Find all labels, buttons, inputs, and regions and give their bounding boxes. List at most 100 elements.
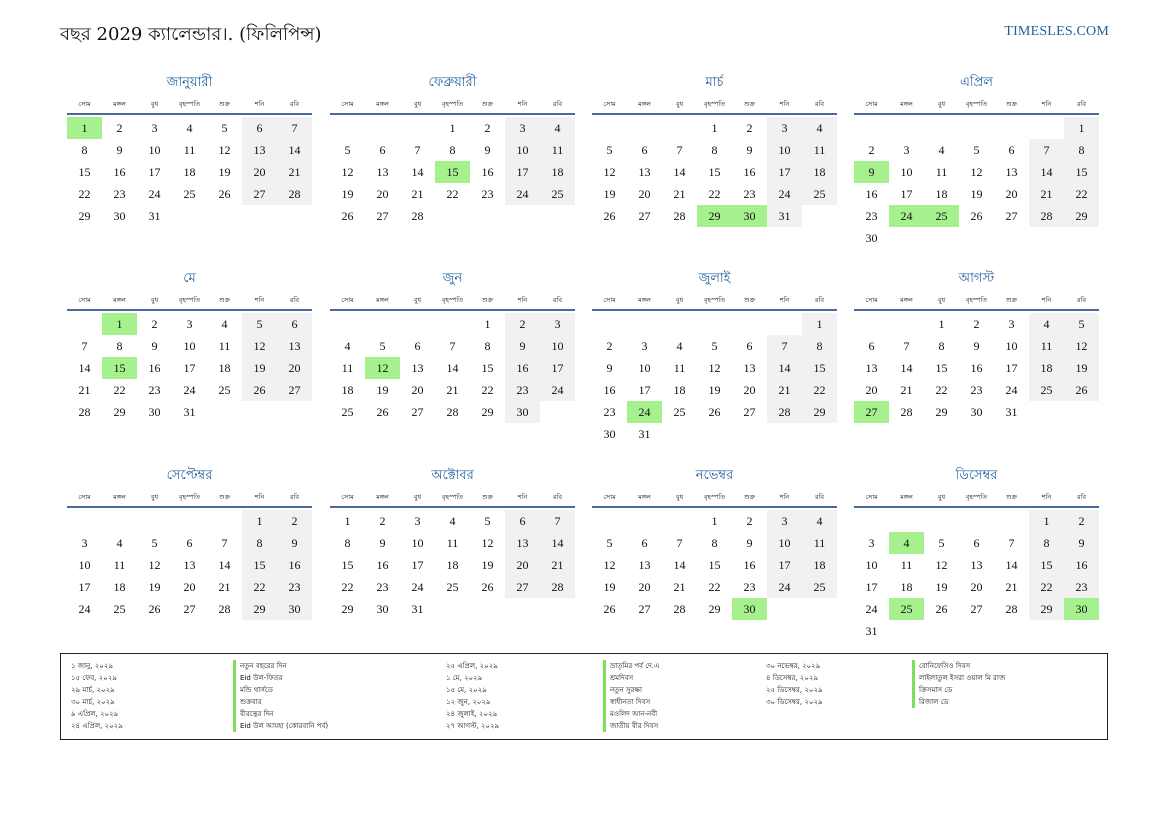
day-cell[interactable]: 30 xyxy=(505,401,540,423)
day-cell[interactable]: 26 xyxy=(341,209,354,223)
day-cell[interactable]: 23 xyxy=(376,580,389,594)
day-cell[interactable]: 16 xyxy=(113,165,126,179)
day-cell[interactable]: 27 xyxy=(638,602,651,616)
day-cell[interactable]: 10 xyxy=(767,139,802,161)
day-cell[interactable]: 22 xyxy=(242,576,277,598)
day-cell[interactable]: 12 xyxy=(481,536,494,550)
day-cell[interactable]: 31 xyxy=(865,624,878,638)
day-cell[interactable]: 7 xyxy=(449,339,456,353)
day-cell[interactable]: 18 xyxy=(446,558,459,572)
day-cell[interactable]: 7 xyxy=(903,339,910,353)
day-cell[interactable]: 12 xyxy=(1064,335,1099,357)
holiday-day-cell[interactable]: 12 xyxy=(365,357,400,379)
day-cell[interactable]: 22 xyxy=(446,187,459,201)
day-cell[interactable]: 22 xyxy=(481,383,494,397)
day-cell[interactable]: 5 xyxy=(344,143,351,157)
day-cell[interactable]: 15 xyxy=(242,554,277,576)
day-cell[interactable]: 19 xyxy=(970,187,983,201)
day-cell[interactable]: 29 xyxy=(935,405,948,419)
day-cell[interactable]: 12 xyxy=(935,558,948,572)
day-cell[interactable]: 5 xyxy=(221,121,228,135)
day-cell[interactable]: 5 xyxy=(1064,313,1099,335)
day-cell[interactable]: 20 xyxy=(376,187,389,201)
day-cell[interactable]: 17 xyxy=(767,554,802,576)
day-cell[interactable]: 8 xyxy=(242,532,277,554)
day-cell[interactable]: 16 xyxy=(376,558,389,572)
day-cell[interactable]: 14 xyxy=(78,361,91,375)
day-cell[interactable]: 2 xyxy=(151,317,158,331)
day-cell[interactable]: 2 xyxy=(746,514,753,528)
day-cell[interactable]: 13 xyxy=(1005,165,1018,179)
day-cell[interactable]: 20 xyxy=(865,383,878,397)
day-cell[interactable]: 14 xyxy=(767,357,802,379)
holiday-day-cell[interactable]: 30 xyxy=(732,205,767,227)
day-cell[interactable]: 4 xyxy=(676,339,683,353)
day-cell[interactable]: 15 xyxy=(802,357,837,379)
day-cell[interactable]: 31 xyxy=(638,427,651,441)
day-cell[interactable]: 12 xyxy=(148,558,161,572)
day-cell[interactable]: 18 xyxy=(673,383,686,397)
day-cell[interactable]: 24 xyxy=(78,602,91,616)
day-cell[interactable]: 8 xyxy=(449,143,456,157)
day-cell[interactable]: 18 xyxy=(802,161,837,183)
day-cell[interactable]: 13 xyxy=(505,532,540,554)
day-cell[interactable]: 25 xyxy=(183,187,196,201)
day-cell[interactable]: 21 xyxy=(540,554,575,576)
day-cell[interactable]: 28 xyxy=(446,405,459,419)
day-cell[interactable]: 10 xyxy=(411,536,424,550)
day-cell[interactable]: 20 xyxy=(970,580,983,594)
day-cell[interactable]: 1 xyxy=(711,121,718,135)
day-cell[interactable]: 20 xyxy=(242,161,277,183)
day-cell[interactable]: 13 xyxy=(865,361,878,375)
day-cell[interactable]: 10 xyxy=(183,339,196,353)
day-cell[interactable]: 23 xyxy=(743,580,756,594)
day-cell[interactable]: 17 xyxy=(865,580,878,594)
day-cell[interactable]: 3 xyxy=(767,117,802,139)
day-cell[interactable]: 10 xyxy=(638,361,651,375)
day-cell[interactable]: 17 xyxy=(148,165,161,179)
day-cell[interactable]: 9 xyxy=(746,536,753,550)
day-cell[interactable]: 24 xyxy=(411,580,424,594)
day-cell[interactable]: 5 xyxy=(606,536,613,550)
day-cell[interactable]: 15 xyxy=(341,558,354,572)
day-cell[interactable]: 13 xyxy=(411,361,424,375)
day-cell[interactable]: 4 xyxy=(116,536,123,550)
day-cell[interactable]: 3 xyxy=(540,313,575,335)
day-cell[interactable]: 3 xyxy=(868,536,875,550)
day-cell[interactable]: 14 xyxy=(1005,558,1018,572)
day-cell[interactable]: 22 xyxy=(78,187,91,201)
day-cell[interactable]: 26 xyxy=(218,187,231,201)
day-cell[interactable]: 7 xyxy=(221,536,228,550)
day-cell[interactable]: 28 xyxy=(673,209,686,223)
day-cell[interactable]: 11 xyxy=(446,536,459,550)
day-cell[interactable]: 1 xyxy=(1029,510,1064,532)
holiday-day-cell[interactable]: 9 xyxy=(854,161,889,183)
day-cell[interactable]: 31 xyxy=(183,405,196,419)
day-cell[interactable]: 14 xyxy=(277,139,312,161)
day-cell[interactable]: 5 xyxy=(484,514,491,528)
day-cell[interactable]: 8 xyxy=(1064,139,1099,161)
day-cell[interactable]: 19 xyxy=(481,558,494,572)
day-cell[interactable]: 23 xyxy=(1064,576,1099,598)
day-cell[interactable]: 8 xyxy=(1029,532,1064,554)
day-cell[interactable]: 14 xyxy=(218,558,231,572)
day-cell[interactable]: 29 xyxy=(1029,598,1064,620)
day-cell[interactable]: 16 xyxy=(603,383,616,397)
day-cell[interactable]: 27 xyxy=(242,183,277,205)
day-cell[interactable]: 21 xyxy=(446,383,459,397)
day-cell[interactable]: 27 xyxy=(183,602,196,616)
day-cell[interactable]: 7 xyxy=(277,117,312,139)
day-cell[interactable]: 8 xyxy=(711,143,718,157)
day-cell[interactable]: 6 xyxy=(746,339,753,353)
day-cell[interactable]: 21 xyxy=(411,187,424,201)
day-cell[interactable]: 21 xyxy=(673,580,686,594)
day-cell[interactable]: 22 xyxy=(341,580,354,594)
day-cell[interactable]: 1 xyxy=(711,514,718,528)
day-cell[interactable]: 23 xyxy=(603,405,616,419)
day-cell[interactable]: 17 xyxy=(900,187,913,201)
day-cell[interactable]: 25 xyxy=(540,183,575,205)
day-cell[interactable]: 23 xyxy=(505,379,540,401)
day-cell[interactable]: 1 xyxy=(938,317,945,331)
day-cell[interactable]: 21 xyxy=(900,383,913,397)
holiday-day-cell[interactable]: 27 xyxy=(854,401,889,423)
